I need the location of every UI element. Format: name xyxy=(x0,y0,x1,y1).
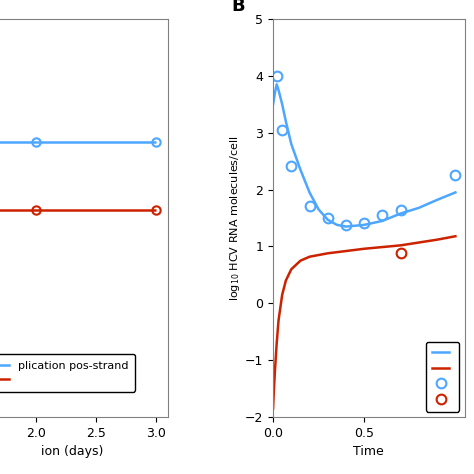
Text: B: B xyxy=(231,0,245,15)
X-axis label: Time: Time xyxy=(354,446,384,458)
X-axis label: ion (days): ion (days) xyxy=(41,446,103,458)
Legend: plication pos-strand, : plication pos-strand, xyxy=(0,354,135,392)
Y-axis label: log$_{10}$ HCV RNA molecules/cell: log$_{10}$ HCV RNA molecules/cell xyxy=(228,135,242,301)
Legend: , , , : , , , xyxy=(426,342,459,411)
